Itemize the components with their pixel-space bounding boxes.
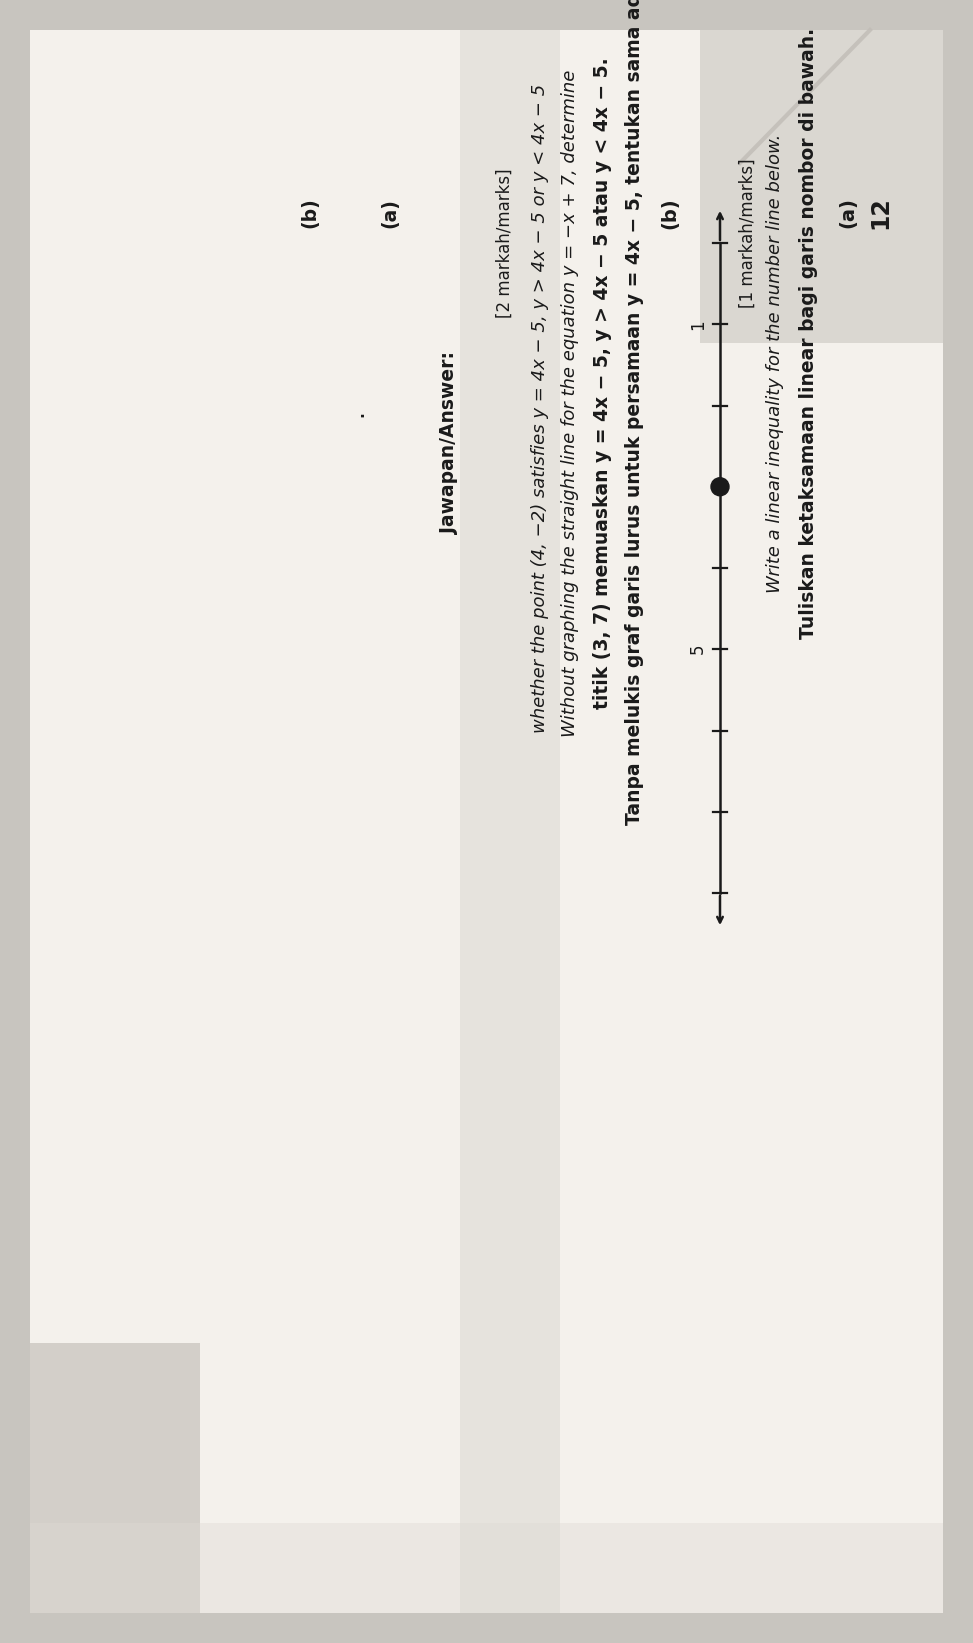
Circle shape (711, 478, 729, 496)
Text: Jawapan/Answer:: Jawapan/Answer: (441, 352, 459, 534)
Text: Tuliskan ketaksamaan linear bagi garis nombor di bawah.: Tuliskan ketaksamaan linear bagi garis n… (799, 28, 817, 639)
Polygon shape (30, 1342, 200, 1613)
Text: (a): (a) (380, 199, 400, 228)
Polygon shape (30, 1523, 943, 1613)
Text: titik (3, 7) memuaskan y = 4x − 5, y > 4x − 5 atau y < 4x − 5.: titik (3, 7) memuaskan y = 4x − 5, y > 4… (594, 58, 612, 708)
Polygon shape (700, 30, 943, 343)
Text: [1 markah/marks]: [1 markah/marks] (739, 158, 757, 307)
Text: Without graphing the straight line for the equation y = −x + 7, determine: Without graphing the straight line for t… (561, 69, 579, 736)
Text: Write a linear inequality for the number line below.: Write a linear inequality for the number… (766, 133, 784, 593)
Text: (b): (b) (301, 197, 319, 228)
Text: (a): (a) (839, 197, 857, 228)
Text: whether the point (4, −2) satisfies y = 4x − 5, y > 4x − 5 or y < 4x − 5: whether the point (4, −2) satisfies y = … (531, 84, 549, 733)
Polygon shape (30, 30, 943, 1613)
Text: 5: 5 (689, 644, 707, 654)
Text: Tanpa melukis graf garis lurus untuk persamaan y = 4x − 5, tentukan sama ada: Tanpa melukis graf garis lurus untuk per… (626, 0, 644, 825)
Text: 12: 12 (868, 197, 892, 230)
Polygon shape (460, 30, 560, 1613)
Text: [2 markah/marks]: [2 markah/marks] (496, 168, 514, 317)
Text: .: . (343, 409, 367, 417)
Text: 1: 1 (689, 319, 707, 330)
Text: (b): (b) (661, 197, 679, 228)
